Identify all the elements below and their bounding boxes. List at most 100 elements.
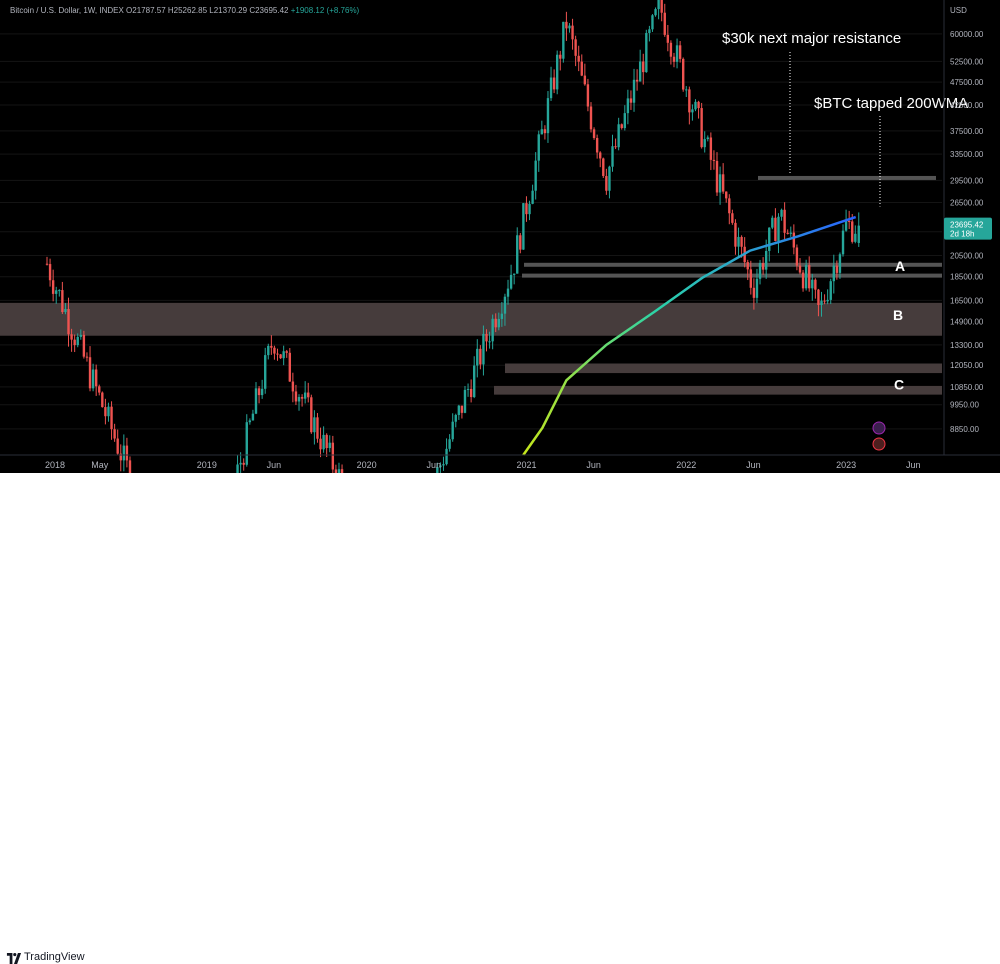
candle	[509, 264, 513, 290]
candle	[473, 356, 476, 399]
candle	[740, 235, 743, 258]
candle-body	[91, 369, 95, 389]
symbol-legend[interactable]: Bitcoin / U.S. Dollar, 1W, INDEX O21787.…	[10, 6, 359, 15]
candle-body	[857, 225, 860, 243]
candle-body	[752, 287, 756, 298]
candle-body	[125, 445, 129, 461]
candle	[599, 151, 602, 168]
candle	[552, 69, 556, 94]
candle-body	[503, 296, 507, 314]
candle-body	[568, 25, 571, 29]
y-tick-label: 60000.00	[950, 30, 984, 39]
candle	[119, 444, 122, 472]
y-tick-label: 8850.00	[950, 425, 979, 434]
candle-body	[583, 75, 587, 85]
candle	[239, 452, 242, 474]
candle	[516, 227, 519, 274]
price-chart[interactable]: A B C $30k next major resistance $BTC tappe…	[0, 0, 1000, 655]
candle-body	[832, 265, 835, 282]
candle	[780, 208, 783, 221]
candle	[125, 437, 129, 468]
candle	[703, 131, 706, 153]
candle-body	[771, 217, 774, 228]
tradingview-brand[interactable]: TradingView	[24, 951, 85, 963]
candle	[273, 345, 276, 360]
candle-body	[55, 290, 58, 294]
candle-body	[826, 299, 829, 302]
current-price-badge	[944, 217, 992, 240]
candle-body	[325, 434, 328, 449]
candle-body	[635, 79, 639, 82]
ohlc-change: +1908.12 (+8.76%)	[290, 6, 360, 15]
candle-body	[838, 254, 842, 273]
candle	[503, 293, 507, 326]
candle-body	[107, 406, 110, 417]
price-level	[522, 273, 942, 278]
candle	[620, 123, 623, 130]
candle	[61, 281, 64, 315]
candle	[537, 130, 540, 172]
x-tick-label: Jun	[746, 460, 761, 470]
chart-svg[interactable]: A B C $30k next major resistance $BTC tappe…	[0, 0, 1000, 655]
candle-body	[792, 232, 796, 248]
candle	[497, 312, 500, 331]
candle	[45, 256, 49, 266]
candle-body	[460, 405, 464, 413]
candle-body	[537, 134, 540, 161]
candle-body	[804, 265, 808, 289]
candle	[721, 163, 725, 194]
candle	[678, 41, 682, 63]
candle	[642, 53, 645, 85]
candle	[804, 259, 808, 291]
candle-body	[463, 389, 467, 413]
zone-label: B	[893, 307, 903, 323]
candle	[712, 150, 716, 170]
candle	[476, 339, 479, 378]
candle-body	[580, 61, 583, 76]
candle-body	[113, 429, 116, 439]
zone-label: C	[894, 377, 904, 393]
candle	[685, 86, 688, 97]
candle-body	[476, 348, 479, 366]
candle-body	[242, 462, 245, 465]
candle	[777, 213, 780, 254]
candle-body	[795, 247, 799, 266]
candle-body	[494, 318, 497, 328]
candle	[307, 382, 310, 403]
candle	[110, 401, 113, 440]
flag-event-icon	[872, 437, 886, 451]
candle-body	[491, 318, 494, 342]
candle-body	[605, 175, 608, 191]
candle	[752, 278, 756, 310]
candle-body	[248, 420, 252, 423]
candle-body	[519, 235, 522, 250]
candle	[817, 288, 820, 317]
candle-body	[285, 351, 288, 353]
tradingview-logo-icon[interactable]	[6, 953, 22, 964]
y-tick-label: 10850.00	[950, 383, 984, 392]
candle	[605, 168, 608, 195]
candle-body	[300, 397, 304, 399]
candle-body	[808, 265, 811, 289]
candle-body	[611, 146, 614, 167]
candle	[734, 219, 737, 255]
candle	[746, 259, 749, 281]
candle	[454, 413, 457, 428]
candle-body	[841, 230, 845, 255]
candle-body	[482, 333, 485, 365]
candle	[463, 385, 467, 414]
candle-body	[264, 355, 267, 389]
candle-body	[128, 460, 132, 493]
candle-body	[239, 462, 242, 465]
wma-line	[522, 215, 857, 456]
candle	[288, 348, 292, 382]
candle-body	[51, 280, 55, 294]
candle-body	[820, 300, 823, 306]
candle-body	[251, 413, 255, 421]
candle	[528, 200, 531, 221]
candle	[319, 427, 322, 458]
candle	[270, 335, 273, 355]
current-price-countdown: 2d 18h	[950, 230, 974, 239]
candle	[808, 256, 811, 292]
candle-body	[691, 109, 694, 113]
